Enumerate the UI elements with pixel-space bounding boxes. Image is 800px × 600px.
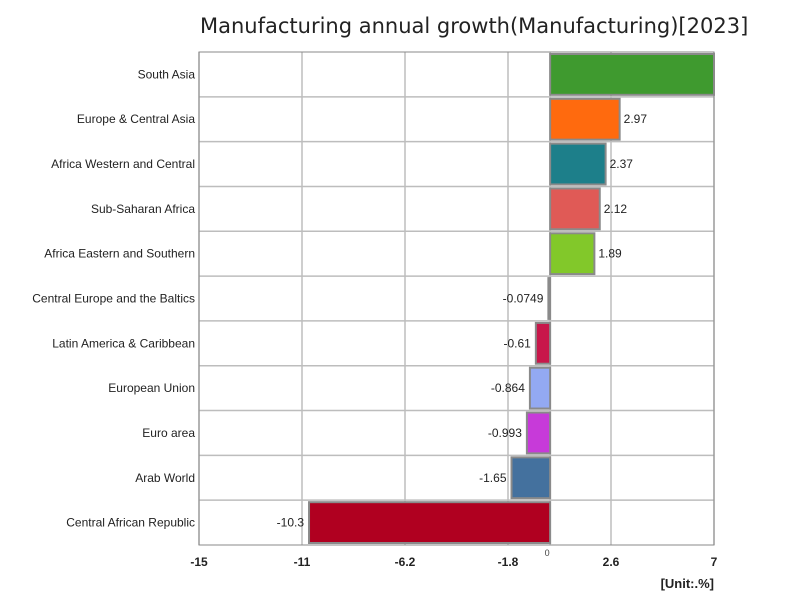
category-label: Central African Republic — [66, 516, 195, 530]
category-label: Africa Eastern and Southern — [44, 247, 195, 261]
value-label: -0.0749 — [503, 292, 544, 306]
unit-label: [Unit:.%] — [660, 576, 714, 591]
x-tick-label: -1.8 — [498, 555, 519, 569]
value-label: 2.37 — [610, 157, 634, 171]
value-label: -0.993 — [488, 426, 522, 440]
plot-border — [198, 51, 715, 546]
bar-11 — [308, 501, 552, 545]
x-tick-label: 7 — [711, 555, 718, 569]
x-tick-label: 2.6 — [603, 555, 620, 569]
axis-layer: -15 -11 -6.2 -1.8 2.6 7 0 — [190, 548, 717, 569]
bar-3 — [549, 142, 607, 186]
bar-5 — [549, 232, 596, 276]
category-label: Arab World — [135, 471, 195, 485]
x-tick-label: -11 — [294, 555, 311, 569]
plot-background — [199, 52, 714, 545]
category-label: South Asia — [138, 67, 196, 81]
zero-label: 0 — [545, 548, 550, 558]
bar-8 — [528, 366, 552, 410]
bar-1 — [549, 53, 715, 96]
bar-7 — [534, 321, 552, 365]
value-label: -10.3 — [277, 516, 305, 530]
value-label: 1.89 — [598, 247, 622, 261]
bar-10 — [510, 456, 552, 500]
category-label: Euro area — [142, 426, 195, 440]
bar-9 — [525, 411, 552, 455]
bar-layer — [308, 53, 715, 545]
value-label: -0.864 — [491, 381, 525, 395]
category-label: Sub-Saharan Africa — [91, 202, 195, 216]
value-label: 2.97 — [624, 112, 648, 126]
category-label: European Union — [108, 381, 195, 395]
bar-6 — [547, 277, 552, 320]
bar-4 — [549, 187, 601, 231]
bar-2 — [549, 97, 621, 141]
value-label: -1.65 — [479, 471, 507, 485]
category-label: Europe & Central Asia — [77, 112, 195, 126]
label-layer: South Asia Europe & Central Asia 2.97 Afric… — [32, 67, 647, 529]
category-label: Africa Western and Central — [51, 157, 195, 171]
chart-title: Manufacturing annual growth(Manufacturin… — [200, 14, 749, 38]
x-tick-label: -6.2 — [395, 555, 416, 569]
value-label: 2.12 — [604, 202, 628, 216]
category-label: Latin America & Caribbean — [52, 336, 195, 350]
x-tick-label: -15 — [190, 555, 208, 569]
value-label: -0.61 — [503, 336, 531, 350]
category-label: Central Europe and the Baltics — [32, 292, 195, 306]
